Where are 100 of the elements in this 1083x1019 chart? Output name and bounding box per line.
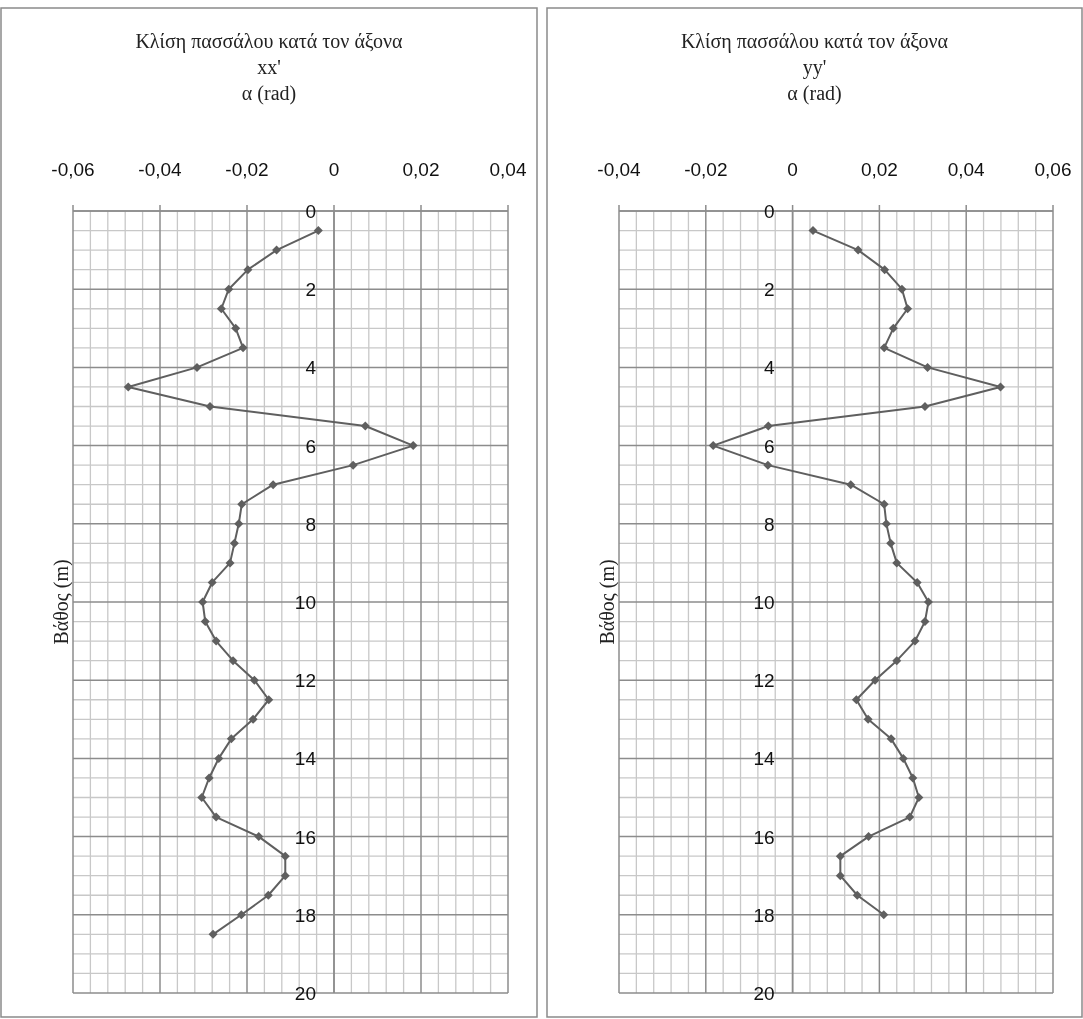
point bbox=[268, 480, 278, 490]
point bbox=[204, 773, 214, 783]
point bbox=[923, 597, 933, 607]
point bbox=[224, 284, 234, 294]
y-tick-label: 0 bbox=[305, 201, 316, 222]
y-tick-label: 20 bbox=[294, 983, 316, 1004]
point bbox=[881, 519, 891, 529]
point bbox=[211, 636, 221, 646]
point bbox=[236, 910, 246, 920]
x-tick-label: -0,04 bbox=[138, 159, 183, 180]
point bbox=[905, 812, 915, 822]
point bbox=[903, 304, 913, 314]
point bbox=[225, 558, 235, 568]
point bbox=[846, 480, 856, 490]
y-axis-title: Βάθος (m) bbox=[50, 559, 73, 645]
point bbox=[852, 890, 862, 900]
point bbox=[892, 558, 902, 568]
point bbox=[835, 871, 845, 881]
point bbox=[898, 753, 908, 763]
x-axis-title: α (rad) bbox=[241, 82, 297, 105]
point bbox=[205, 402, 215, 411]
point bbox=[360, 421, 370, 431]
point bbox=[249, 675, 259, 685]
y-tick-label: 8 bbox=[764, 513, 775, 535]
y-tick-label: 10 bbox=[753, 592, 775, 613]
point bbox=[920, 617, 930, 627]
x-tick-label: -0,02 bbox=[225, 159, 269, 180]
point bbox=[211, 812, 221, 822]
point bbox=[880, 265, 890, 275]
y-tick-label: 12 bbox=[294, 670, 316, 692]
point bbox=[226, 734, 236, 744]
point bbox=[248, 714, 258, 724]
x-axis-title: α (rad) bbox=[787, 82, 842, 105]
point bbox=[197, 793, 207, 802]
point bbox=[272, 245, 282, 255]
point bbox=[200, 617, 210, 627]
x-tick-label: 0,06 bbox=[1034, 159, 1072, 180]
y-tick-label: 6 bbox=[305, 435, 316, 457]
x-tick-label: -0,02 bbox=[684, 159, 728, 180]
x-tick-label: 0,02 bbox=[860, 159, 898, 180]
point bbox=[263, 890, 273, 900]
point bbox=[897, 284, 907, 294]
point bbox=[192, 362, 202, 372]
point bbox=[886, 538, 896, 548]
y-tick-label: 0 bbox=[764, 201, 775, 222]
point bbox=[914, 793, 924, 802]
point bbox=[208, 929, 218, 939]
point bbox=[254, 832, 264, 842]
point bbox=[280, 871, 290, 881]
point bbox=[923, 362, 933, 372]
point bbox=[910, 636, 920, 646]
point bbox=[348, 460, 358, 470]
y-tick-label: 16 bbox=[294, 826, 316, 848]
point bbox=[835, 851, 845, 861]
point bbox=[198, 597, 208, 607]
x-tick-label: 0 bbox=[328, 159, 340, 180]
point bbox=[264, 695, 274, 705]
point bbox=[879, 343, 889, 353]
y-tick-label: 10 bbox=[294, 592, 316, 613]
x-tick-label: -0,04 bbox=[597, 159, 642, 180]
point bbox=[851, 695, 861, 705]
point bbox=[912, 577, 922, 587]
point bbox=[313, 226, 323, 236]
y-tick-label: 4 bbox=[764, 357, 776, 379]
point bbox=[879, 499, 889, 509]
point bbox=[231, 323, 241, 333]
y-tick-label: 18 bbox=[753, 904, 775, 926]
point bbox=[234, 519, 244, 529]
point bbox=[864, 832, 874, 842]
point bbox=[243, 265, 253, 275]
point bbox=[808, 226, 818, 236]
point bbox=[908, 773, 918, 783]
point bbox=[863, 714, 873, 724]
point bbox=[123, 382, 133, 392]
x-tick-label: -0,06 bbox=[51, 159, 95, 180]
point bbox=[216, 304, 226, 314]
point bbox=[238, 343, 248, 353]
point bbox=[888, 323, 898, 333]
y-tick-label: 14 bbox=[294, 748, 317, 770]
point bbox=[886, 734, 896, 744]
point bbox=[708, 441, 718, 451]
point bbox=[207, 577, 217, 587]
point bbox=[879, 910, 889, 920]
point bbox=[920, 402, 930, 411]
point bbox=[853, 245, 863, 255]
x-tick-label: 0,04 bbox=[489, 159, 527, 180]
point bbox=[763, 460, 773, 470]
point bbox=[763, 421, 773, 431]
point bbox=[892, 656, 902, 666]
x-tick-label: 0,02 bbox=[402, 159, 440, 180]
y-tick-label: 4 bbox=[305, 357, 317, 379]
y-tick-label: 6 bbox=[764, 435, 775, 457]
x-tick-label: 0,04 bbox=[947, 159, 986, 180]
point bbox=[214, 753, 224, 763]
point bbox=[870, 675, 880, 685]
point bbox=[229, 538, 239, 548]
y-tick-label: 18 bbox=[294, 904, 316, 926]
point bbox=[228, 656, 238, 666]
y-tick-label: 12 bbox=[753, 670, 775, 692]
y-tick-label: 2 bbox=[305, 279, 316, 301]
